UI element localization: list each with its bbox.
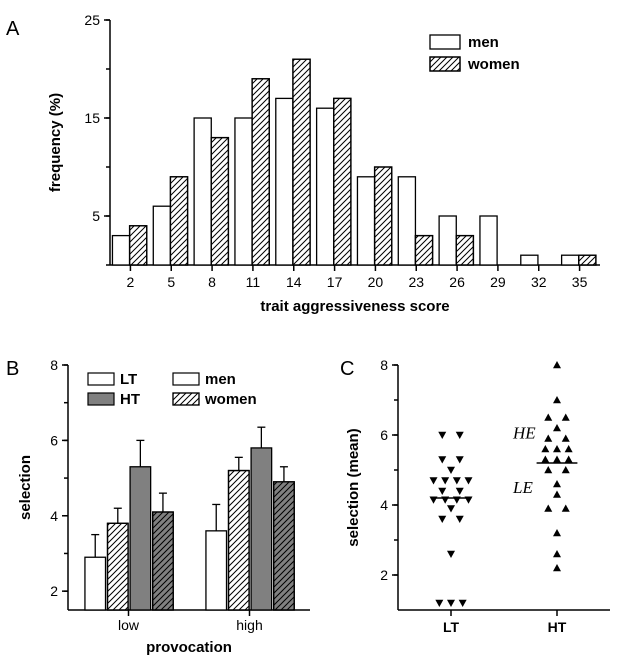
svg-text:trait aggressiveness score: trait aggressiveness score [260,298,449,315]
svg-text:women: women [467,56,520,73]
svg-text:6: 6 [50,432,58,448]
svg-text:LT: LT [443,619,460,635]
svg-text:20: 20 [368,274,384,290]
svg-text:provocation: provocation [146,639,232,656]
svg-text:5: 5 [92,208,100,224]
svg-text:17: 17 [327,274,343,290]
svg-text:HT: HT [548,619,567,635]
panel-a-chart: 51525258111417202326293235trait aggressi… [0,0,626,330]
svg-text:4: 4 [380,497,388,513]
svg-text:HE: HE [512,424,536,443]
svg-text:2: 2 [127,274,135,290]
svg-text:selection: selection [17,455,34,520]
svg-text:frequency (%): frequency (%) [47,93,64,192]
svg-text:6: 6 [380,427,388,443]
svg-text:4: 4 [50,508,58,524]
panel-b-chart: 2 4 6 8 low highprovocation selection LT men HT wo… [0,345,330,665]
svg-text:8: 8 [208,274,216,290]
svg-text:23: 23 [408,274,424,290]
svg-text:HT: HT [120,391,140,408]
svg-text:26: 26 [449,274,465,290]
svg-text:LE: LE [512,478,533,497]
svg-text:women: women [204,391,257,408]
panel-c-chart: 2 4 6 8 LT HT selection (mean) HE LE [330,345,626,665]
svg-text:14: 14 [286,274,302,290]
svg-text:29: 29 [490,274,506,290]
svg-text:selection (mean): selection (mean) [345,428,362,546]
svg-text:8: 8 [50,357,58,373]
svg-text:35: 35 [572,274,588,290]
svg-text:2: 2 [50,583,58,599]
svg-text:men: men [205,371,236,388]
svg-text:high: high [236,617,262,633]
figure: A B C 51525258111417202326293235trait ag… [0,0,626,663]
svg-text:8: 8 [380,357,388,373]
svg-text:15: 15 [84,110,100,126]
svg-text:men: men [468,34,499,51]
svg-text:5: 5 [167,274,175,290]
svg-text:2: 2 [380,567,388,583]
svg-text:low: low [118,617,140,633]
svg-text:LT: LT [120,371,137,388]
svg-text:11: 11 [246,274,261,290]
svg-text:32: 32 [531,274,547,290]
svg-text:25: 25 [84,12,100,28]
